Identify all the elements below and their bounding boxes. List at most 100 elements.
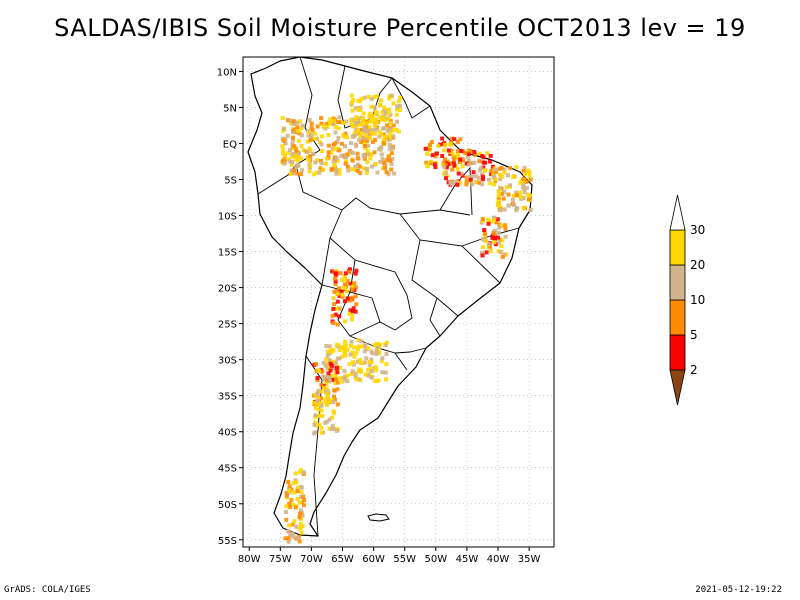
moisture-cell <box>348 343 353 348</box>
moisture-cell <box>356 338 361 343</box>
moisture-cell <box>305 149 310 154</box>
moisture-cell <box>364 170 369 175</box>
moisture-cell <box>380 356 385 361</box>
moisture-cell <box>342 299 347 304</box>
moisture-cell <box>391 101 396 106</box>
moisture-cell <box>333 397 338 402</box>
colorbar-label: 20 <box>690 258 705 272</box>
moisture-cell <box>374 94 379 99</box>
moisture-cell <box>455 182 460 187</box>
moisture-cell <box>528 177 533 182</box>
moisture-cell <box>347 298 352 303</box>
moisture-cell <box>308 154 313 159</box>
moisture-cell <box>329 426 334 431</box>
moisture-cell <box>362 143 367 148</box>
colorbar-lower-triangle <box>669 369 686 406</box>
moisture-cell <box>295 125 300 130</box>
moisture-cell <box>456 171 461 176</box>
grads-credit: GrADS: COLA/IGES <box>4 585 91 595</box>
moisture-cell <box>331 307 336 312</box>
moisture-cell <box>372 95 377 100</box>
moisture-cell <box>337 171 342 176</box>
moisture-cell <box>364 166 369 171</box>
moisture-cell <box>480 177 485 182</box>
moisture-cell <box>296 155 301 160</box>
moisture-cell <box>450 167 455 172</box>
moisture-cell <box>363 145 368 150</box>
moisture-cell <box>343 161 348 166</box>
moisture-cell <box>286 157 291 162</box>
moisture-cell <box>442 171 447 176</box>
moisture-cell <box>334 156 339 161</box>
y-tick-label: 50S <box>218 500 237 511</box>
moisture-cell <box>328 361 333 366</box>
moisture-cell <box>498 208 503 213</box>
moisture-cell <box>377 134 382 139</box>
moisture-cell <box>352 131 357 136</box>
moisture-cell <box>387 94 392 99</box>
moisture-cell <box>300 123 305 128</box>
moisture-cell <box>493 242 498 247</box>
moisture-cell <box>369 375 374 380</box>
moisture-cell <box>361 138 366 143</box>
moisture-cell <box>340 379 345 384</box>
moisture-cell <box>353 374 358 379</box>
moisture-cell <box>443 142 448 147</box>
moisture-cell <box>341 121 346 126</box>
moisture-cell <box>518 180 523 185</box>
moisture-cell <box>296 151 301 156</box>
moisture-cell <box>465 154 470 159</box>
moisture-cell <box>354 351 359 356</box>
moisture-cell <box>290 522 295 527</box>
moisture-cell <box>427 146 432 151</box>
moisture-cell <box>425 163 430 168</box>
moisture-cell <box>503 234 508 239</box>
moisture-cell <box>350 317 355 322</box>
moisture-cell <box>319 425 324 430</box>
moisture-cell <box>380 110 385 115</box>
moisture-cell <box>334 171 339 176</box>
moisture-cell <box>342 346 347 351</box>
moisture-cell <box>475 180 480 185</box>
moisture-cell <box>506 203 511 208</box>
moisture-cell <box>366 346 371 351</box>
moisture-cell <box>334 307 339 312</box>
moisture-cell <box>287 501 292 506</box>
moisture-cell <box>283 141 288 146</box>
moisture-cell <box>477 180 482 185</box>
moisture-cell <box>486 221 491 226</box>
moisture-cell <box>480 219 485 224</box>
y-tick-label: EQ <box>223 139 237 150</box>
moisture-cell <box>380 157 385 162</box>
moisture-cell <box>314 361 319 366</box>
moisture-cell <box>327 379 332 384</box>
moisture-cell <box>486 241 491 246</box>
moisture-cell <box>359 96 364 101</box>
moisture-cell <box>370 128 375 133</box>
moisture-cell <box>394 127 399 132</box>
moisture-cell <box>525 168 530 173</box>
moisture-cell <box>320 413 325 418</box>
moisture-cell <box>299 484 304 489</box>
moisture-cell <box>349 121 354 126</box>
moisture-cell <box>386 110 391 115</box>
moisture-cell <box>324 403 329 408</box>
moisture-cell <box>482 233 487 238</box>
moisture-cell <box>343 271 348 276</box>
moisture-cell <box>433 154 438 159</box>
colorbar-segment <box>669 334 686 371</box>
y-tick-label: 55S <box>218 536 237 547</box>
moisture-cell <box>331 400 336 405</box>
moisture-cell <box>378 342 383 347</box>
moisture-cell <box>347 270 352 275</box>
moisture-cell <box>377 129 382 134</box>
moisture-cell <box>295 128 300 133</box>
moisture-cell <box>373 162 378 167</box>
moisture-cell <box>397 108 402 113</box>
moisture-cell <box>391 134 396 139</box>
moisture-cell <box>291 119 296 124</box>
moisture-cell <box>499 165 504 170</box>
moisture-cell <box>353 371 358 376</box>
moisture-cell <box>342 369 347 374</box>
moisture-cell <box>319 400 324 405</box>
